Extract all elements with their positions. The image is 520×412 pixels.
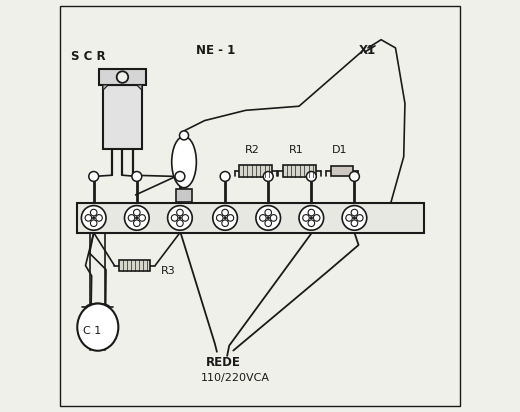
Circle shape xyxy=(90,220,97,227)
Circle shape xyxy=(357,215,363,221)
Circle shape xyxy=(222,220,228,227)
Ellipse shape xyxy=(172,136,197,188)
Circle shape xyxy=(93,217,95,219)
Circle shape xyxy=(179,131,189,140)
Polygon shape xyxy=(103,85,108,90)
Circle shape xyxy=(346,215,353,221)
Bar xyxy=(99,69,146,85)
Circle shape xyxy=(256,206,280,230)
Circle shape xyxy=(124,206,149,230)
Text: D1: D1 xyxy=(332,145,347,155)
Circle shape xyxy=(265,209,271,216)
Circle shape xyxy=(351,220,358,227)
Circle shape xyxy=(85,215,92,221)
Circle shape xyxy=(89,171,99,181)
Bar xyxy=(283,165,316,177)
Circle shape xyxy=(96,215,102,221)
Circle shape xyxy=(82,206,106,230)
Ellipse shape xyxy=(77,304,119,351)
Circle shape xyxy=(308,209,315,216)
Circle shape xyxy=(310,217,313,219)
Circle shape xyxy=(222,209,228,216)
Circle shape xyxy=(182,215,189,221)
Circle shape xyxy=(303,215,309,221)
Text: R1: R1 xyxy=(289,145,304,155)
Text: R2: R2 xyxy=(244,145,259,155)
Circle shape xyxy=(171,215,178,221)
Circle shape xyxy=(136,217,138,219)
Text: 110/220VCA: 110/220VCA xyxy=(201,372,269,382)
Circle shape xyxy=(267,217,269,219)
Bar xyxy=(103,85,142,148)
Circle shape xyxy=(220,171,230,181)
Text: NE - 1: NE - 1 xyxy=(197,44,236,57)
Circle shape xyxy=(314,215,320,221)
Circle shape xyxy=(351,209,358,216)
Circle shape xyxy=(227,215,233,221)
Circle shape xyxy=(90,209,97,216)
Text: REDE: REDE xyxy=(206,356,241,369)
Circle shape xyxy=(128,215,135,221)
Text: C 1: C 1 xyxy=(83,326,102,336)
Circle shape xyxy=(177,209,183,216)
Circle shape xyxy=(216,215,223,221)
Circle shape xyxy=(308,220,315,227)
Circle shape xyxy=(263,171,273,181)
Circle shape xyxy=(134,209,140,216)
Circle shape xyxy=(179,217,181,219)
Text: X1: X1 xyxy=(359,44,375,57)
Text: S C R: S C R xyxy=(71,50,106,63)
Circle shape xyxy=(306,171,316,181)
Bar xyxy=(331,166,354,176)
Bar xyxy=(176,189,192,202)
Circle shape xyxy=(224,217,226,219)
Circle shape xyxy=(175,171,185,181)
Bar xyxy=(77,203,424,233)
Bar xyxy=(120,260,150,271)
Text: R3: R3 xyxy=(161,266,175,276)
Circle shape xyxy=(167,206,192,230)
Circle shape xyxy=(342,206,367,230)
Circle shape xyxy=(265,220,271,227)
Circle shape xyxy=(259,215,266,221)
Circle shape xyxy=(270,215,277,221)
Circle shape xyxy=(116,71,128,83)
Circle shape xyxy=(353,217,356,219)
Bar xyxy=(240,165,272,177)
Circle shape xyxy=(177,220,183,227)
Circle shape xyxy=(134,220,140,227)
Circle shape xyxy=(299,206,323,230)
Circle shape xyxy=(349,171,359,181)
Circle shape xyxy=(139,215,146,221)
Circle shape xyxy=(132,171,142,181)
Polygon shape xyxy=(137,85,142,90)
Circle shape xyxy=(213,206,238,230)
